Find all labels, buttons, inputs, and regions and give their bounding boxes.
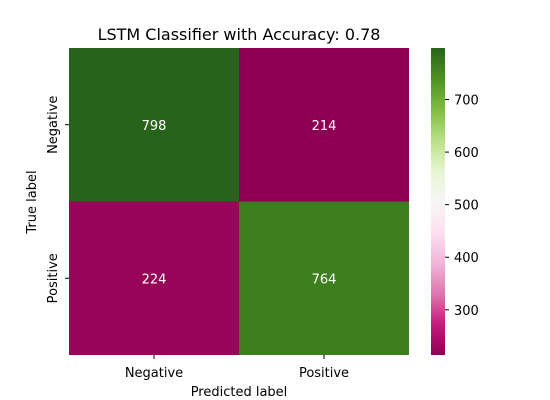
cell-value-label: 214: [312, 119, 337, 134]
colorbar-tick-label: 400: [454, 251, 479, 266]
colorbar-ticks: 300 400 500 600 700: [445, 94, 479, 319]
cell-value-label: 798: [142, 119, 167, 134]
y-tick-label: Positive: [46, 253, 61, 303]
heatmap-cells: [69, 48, 409, 355]
y-axis: Negative Positive: [46, 96, 69, 303]
x-tick-label: Positive: [299, 366, 349, 381]
x-axis-label: Predicted label: [191, 385, 288, 400]
y-tick-label: Negative: [46, 96, 61, 154]
cell-value-label: 224: [142, 272, 167, 287]
colorbar-tick-label: 500: [454, 199, 479, 214]
heatmap-cell: [239, 201, 409, 355]
cell-value-label: 764: [312, 272, 337, 287]
heatmap-cell: [239, 48, 409, 202]
heatmap-cell: [69, 201, 239, 355]
x-axis: Negative Positive: [125, 355, 349, 381]
y-axis-label: True label: [25, 170, 40, 234]
colorbar: [431, 48, 445, 355]
cell-annotations: 798 214 224 764: [142, 119, 337, 288]
colorbar-tick-label: 600: [454, 146, 479, 161]
colorbar-tick-label: 300: [454, 304, 479, 319]
chart-title: LSTM Classifier with Accuracy: 0.78: [98, 25, 381, 44]
colorbar-tick-label: 700: [454, 94, 479, 109]
heatmap-cell: [69, 48, 239, 202]
x-tick-label: Negative: [125, 366, 183, 381]
